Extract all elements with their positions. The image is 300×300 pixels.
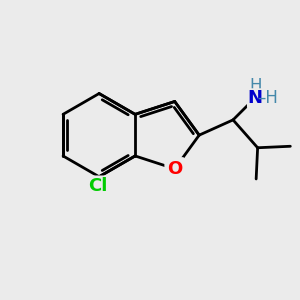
- Text: N: N: [248, 89, 263, 107]
- Text: H: H: [249, 77, 262, 95]
- Text: –H: –H: [257, 89, 278, 107]
- Text: Cl: Cl: [88, 177, 107, 195]
- Text: O: O: [167, 160, 182, 178]
